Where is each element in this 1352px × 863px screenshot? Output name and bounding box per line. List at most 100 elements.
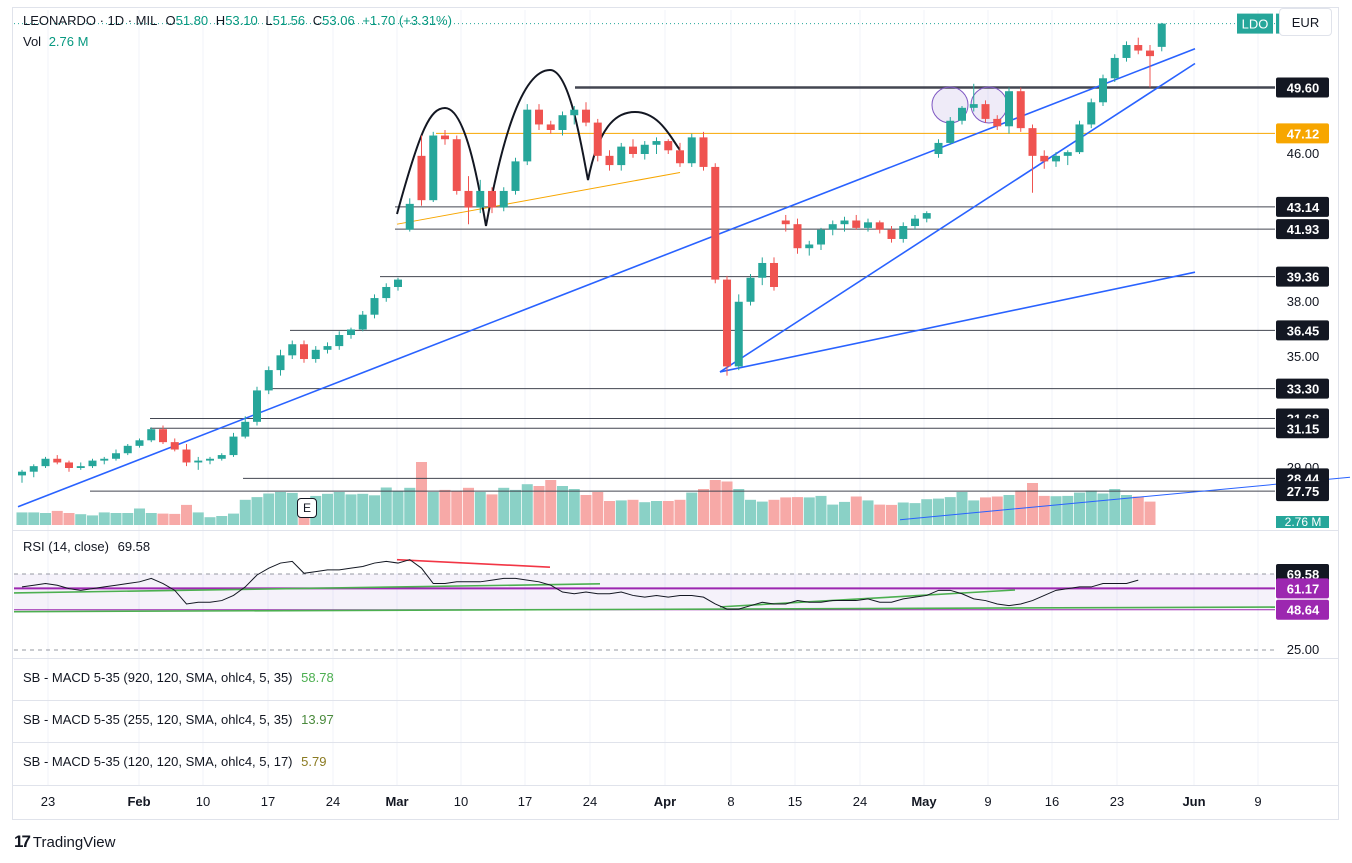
volume-bar: [204, 517, 216, 525]
candle-body: [652, 141, 661, 145]
volume-bar: [839, 501, 850, 525]
rsi-line: [21, 559, 1139, 610]
price-tick-label: 35.00: [1287, 349, 1320, 364]
candle-body: [1146, 50, 1154, 57]
volume-bar: [780, 497, 792, 525]
candle-body: [405, 203, 414, 230]
candle-body: [558, 115, 567, 130]
rsi-trendline: [13, 606, 1276, 613]
rsi-axis-tick: 25.00: [1287, 642, 1320, 657]
level-badge-label: 39.36: [1287, 270, 1320, 285]
pane-separator: [13, 658, 1338, 659]
candle-body: [323, 346, 332, 350]
volume-bar: [721, 481, 733, 525]
volume-bar: [604, 501, 615, 525]
pane-separator: [13, 785, 1338, 786]
earnings-marker[interactable]: E: [297, 498, 317, 518]
candle-body: [958, 107, 966, 121]
level-badge: [1276, 481, 1329, 502]
volume-bar: [427, 492, 439, 525]
rsi-divergence-line: [396, 558, 551, 568]
volume-bar: [1003, 495, 1015, 525]
volume-bar: [850, 496, 862, 525]
candle-body: [1099, 78, 1107, 103]
time-tick-label: 17: [518, 794, 532, 809]
grid: [14, 10, 1275, 785]
volume-bar: [474, 492, 486, 525]
level-badge: [1276, 219, 1329, 240]
volume-bar: [145, 513, 157, 525]
volume-bar: [98, 512, 110, 525]
candle-body: [664, 141, 673, 151]
vol-value: 2.76 M: [48, 34, 89, 49]
rsi-value: 69.58: [117, 539, 151, 554]
level-badge: [1276, 378, 1329, 399]
macd-pane-2[interactable]: SB - MACD 5-35 (255, 120, SMA, ohlc4, 5,…: [23, 712, 334, 727]
macd-pane-1[interactable]: SB - MACD 5-35 (920, 120, SMA, ohlc4, 5,…: [23, 670, 334, 685]
candle-body: [523, 109, 532, 162]
candle-body: [358, 314, 367, 330]
candle-body: [1087, 102, 1096, 125]
level-badge-label: 31.15: [1287, 421, 1320, 436]
volume-bar: [568, 489, 580, 525]
candle-body: [217, 455, 226, 459]
candle-body: [18, 471, 26, 476]
candle-body: [1028, 128, 1037, 156]
volume-bar: [181, 504, 192, 525]
rsi-legend[interactable]: RSI (14, close) 69.58: [23, 539, 150, 554]
candle-body: [441, 135, 449, 140]
branding-label: TradingView: [32, 833, 116, 851]
volume-bar: [545, 480, 557, 525]
volume-bar: [709, 480, 721, 525]
tradingview-branding[interactable]: 17 TradingView: [14, 832, 115, 852]
volume-bar: [75, 514, 87, 525]
time-tick-label: 9: [984, 794, 991, 809]
volume-bar: [1097, 493, 1109, 525]
volume-bar: [169, 513, 181, 525]
symbol-label[interactable]: LEONARDO · 1D · MIL: [23, 13, 157, 28]
candle-body: [182, 449, 191, 463]
time-tick-label: 17: [261, 794, 275, 809]
volume-bar: [533, 486, 545, 525]
candle-body: [253, 390, 261, 422]
candle-body: [934, 142, 943, 154]
candle-body: [511, 161, 520, 191]
rsi-axis-label: 69.58: [1287, 567, 1320, 582]
macd-value: 5.79: [301, 754, 327, 769]
candle-body: [993, 118, 1002, 127]
volume-bar: [510, 489, 521, 525]
candle-body: [464, 190, 473, 208]
volume-bar: [662, 501, 674, 525]
level-badge: [1276, 266, 1329, 287]
candle-body: [593, 122, 602, 156]
candle-body: [711, 166, 720, 280]
candle-body: [1157, 23, 1166, 47]
volume-bar: [228, 513, 239, 525]
volume-bar: [404, 487, 416, 525]
candle-body: [147, 429, 156, 441]
level-badge-label: 27.75: [1287, 484, 1320, 499]
tradingview-logo-icon: 17: [14, 832, 31, 851]
volume-bar: [733, 489, 745, 525]
volume-bar: [51, 510, 63, 525]
candle-body: [276, 355, 285, 371]
time-tick-label: 10: [454, 794, 468, 809]
volume-bar: [1062, 495, 1074, 525]
level-badge: [1276, 320, 1329, 341]
currency-button[interactable]: EUR: [1279, 8, 1332, 36]
level-badge: [1276, 123, 1329, 144]
volume-bar: [909, 503, 921, 525]
candle-body: [229, 436, 238, 456]
candle-body: [746, 277, 755, 302]
candle-body: [170, 442, 179, 450]
volume-bar: [28, 512, 40, 525]
candle-body: [758, 262, 767, 278]
candle-body: [41, 458, 50, 467]
candle-body: [922, 213, 931, 219]
macd-pane-3[interactable]: SB - MACD 5-35 (120, 120, SMA, ohlc4, 5,…: [23, 754, 326, 769]
candle-body: [723, 279, 731, 367]
volume-bar: [815, 495, 827, 525]
level-badge: [1276, 418, 1329, 439]
volume-bar: [1015, 490, 1027, 525]
